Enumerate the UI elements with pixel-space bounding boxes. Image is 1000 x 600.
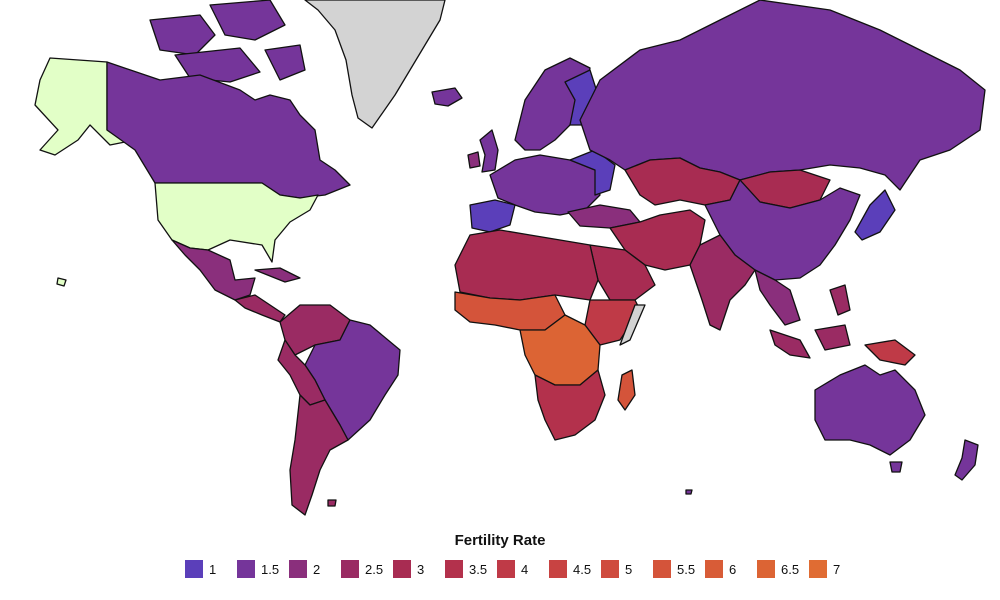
region-cuba[interactable] — [254, 267, 301, 283]
legend-label: 7 — [833, 561, 841, 577]
legend-item: 2.5 — [341, 560, 393, 578]
region-greenland[interactable] — [304, 0, 446, 129]
legend-label: 4.5 — [573, 561, 592, 577]
region-arabia[interactable] — [589, 244, 656, 301]
legend-item: 5.5 — [653, 560, 705, 578]
region-hawaii[interactable] — [56, 277, 67, 287]
region-philippines[interactable] — [829, 284, 851, 316]
legend-label: 1 — [209, 561, 217, 577]
legend-swatch — [757, 560, 775, 578]
legend-item: 3 — [393, 560, 445, 578]
region-new-zealand[interactable] — [954, 439, 979, 481]
region-madagascar[interactable] — [617, 369, 636, 411]
region-russia[interactable] — [579, 0, 986, 191]
legend-swatch — [445, 560, 463, 578]
region-india[interactable] — [689, 234, 756, 331]
region-australia[interactable] — [814, 364, 926, 456]
legend-label: 6.5 — [781, 561, 800, 577]
region-iberia[interactable] — [469, 199, 516, 233]
legend-item: 6 — [705, 560, 757, 578]
legend-label: 4 — [521, 561, 529, 577]
legend-swatch — [809, 560, 827, 578]
legend-swatch — [185, 560, 203, 578]
legend-label: 3.5 — [469, 561, 488, 577]
region-somalia[interactable] — [619, 304, 646, 346]
region-indonesia-1[interactable] — [769, 329, 811, 359]
region-ireland[interactable] — [467, 151, 481, 169]
legend-swatch — [237, 560, 255, 578]
legend-swatch — [497, 560, 515, 578]
world-choropleth-map — [34, 0, 986, 516]
map-legend: Fertility Rate 1 1.5 2 2.5 3 3.5 4 4.5 5 5.5 6 6.5 7 — [0, 528, 1000, 598]
legend-label: 1.5 — [261, 561, 280, 577]
region-small-island[interactable] — [685, 489, 693, 495]
legend-item: 2 — [289, 560, 341, 578]
legend-swatch — [341, 560, 359, 578]
region-uk[interactable] — [479, 129, 499, 173]
legend-label: 6 — [729, 561, 737, 577]
region-canada-arctic-1[interactable] — [149, 14, 216, 56]
legend-swatch — [549, 560, 567, 578]
legend-label: 3 — [417, 561, 425, 577]
legend-item: 1 — [185, 560, 237, 578]
legend-item: 7 — [809, 560, 861, 578]
region-southern-africa[interactable] — [534, 369, 606, 441]
region-japan[interactable] — [854, 189, 896, 241]
legend-label: 2 — [313, 561, 321, 577]
region-canada-arctic-4[interactable] — [264, 44, 306, 81]
region-canada-arctic-2[interactable] — [209, 0, 286, 41]
legend-swatch — [393, 560, 411, 578]
legend-item: 4.5 — [549, 560, 601, 578]
legend-swatch — [705, 560, 723, 578]
legend-item: 3.5 — [445, 560, 497, 578]
legend-item: 5 — [601, 560, 653, 578]
region-north-africa[interactable] — [454, 229, 599, 301]
legend-item: 6.5 — [757, 560, 809, 578]
legend-label: 2.5 — [365, 561, 384, 577]
region-canada-arctic-3[interactable] — [174, 47, 261, 83]
legend-swatch — [601, 560, 619, 578]
legend-swatch — [653, 560, 671, 578]
region-indonesia-2[interactable] — [814, 324, 851, 351]
legend-item: 1.5 — [237, 560, 289, 578]
region-falklands[interactable] — [327, 499, 337, 507]
legend-items: 1 1.5 2 2.5 3 3.5 4 4.5 5 5.5 6 6.5 7 — [185, 560, 861, 578]
region-southern-cone[interactable] — [289, 394, 349, 516]
legend-title: Fertility Rate — [454, 532, 546, 549]
region-tasmania[interactable] — [889, 461, 903, 473]
region-iceland[interactable] — [431, 87, 463, 107]
legend-label: 5.5 — [677, 561, 696, 577]
legend-swatch — [289, 560, 307, 578]
legend-item: 4 — [497, 560, 549, 578]
region-new-guinea[interactable] — [864, 339, 916, 366]
region-mexico[interactable] — [171, 239, 256, 301]
region-southeast-asia[interactable] — [754, 269, 801, 326]
legend-label: 5 — [625, 561, 633, 577]
region-central-america[interactable] — [234, 294, 286, 323]
